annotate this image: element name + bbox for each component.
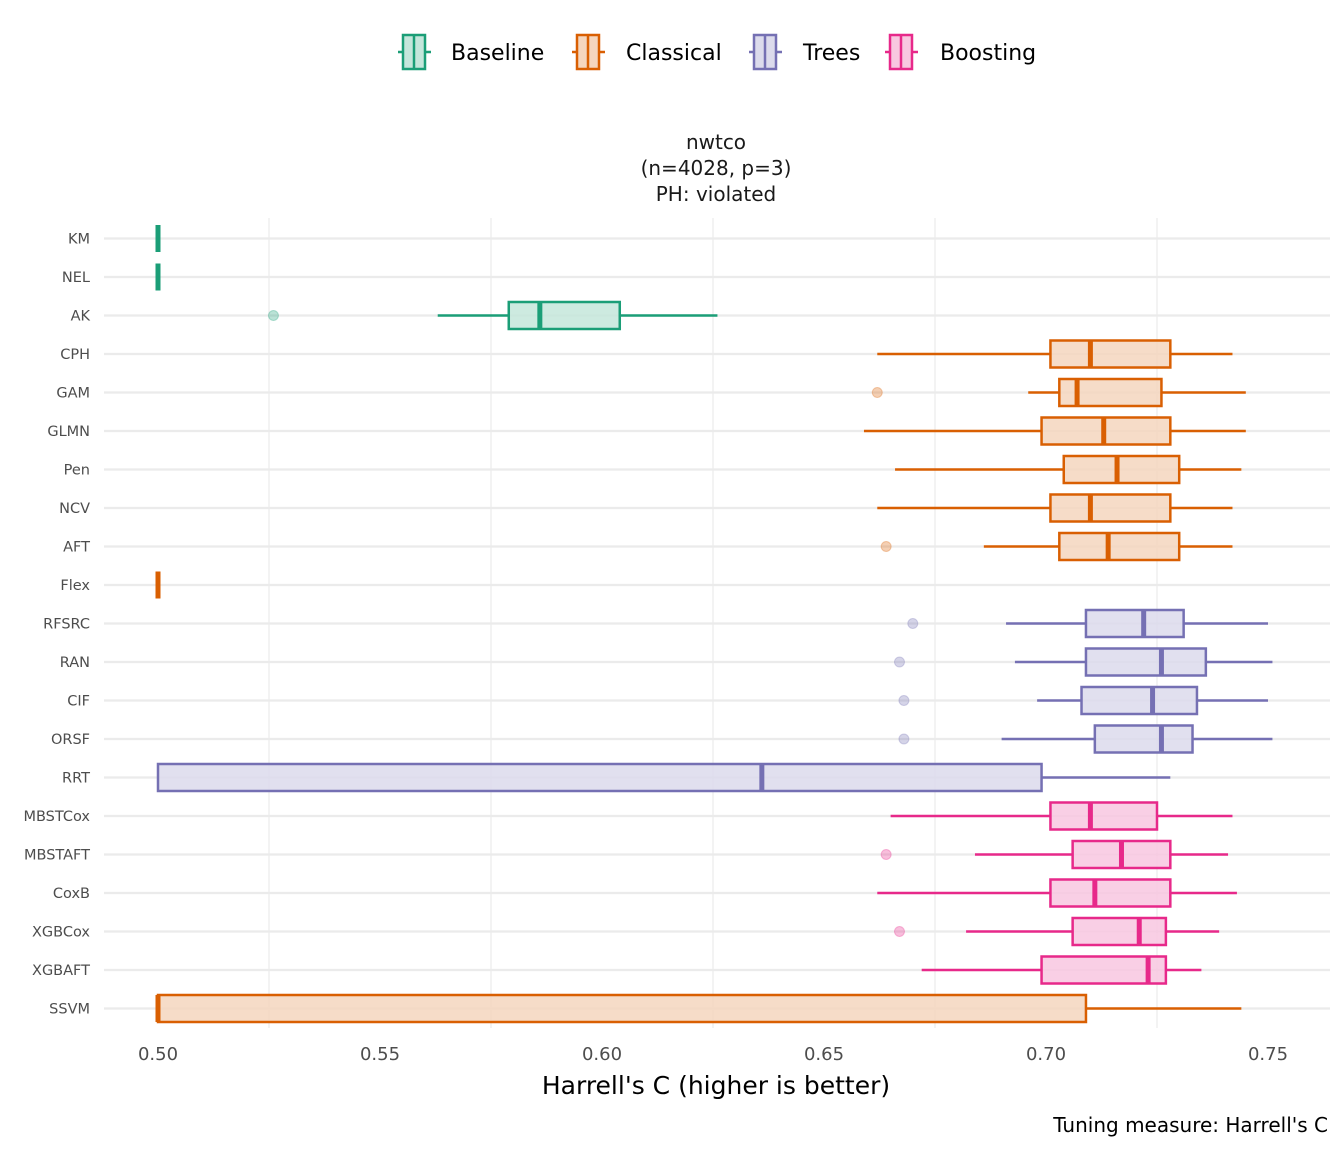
box-iqr [1058, 531, 1181, 562]
chart-title: nwtco (n=4028, p=3) PH: violated [641, 130, 792, 206]
box-iqr [1049, 339, 1172, 369]
box-ssvm [155, 993, 1242, 1024]
outlier-point [893, 926, 905, 937]
x-tick-label: 0.60 [582, 1044, 622, 1065]
legend-item-boosting: Boosting [885, 33, 1036, 71]
x-tick-label: 0.50 [138, 1044, 178, 1065]
legend-label: Trees [802, 41, 860, 66]
box-iqr [1084, 647, 1208, 677]
box-iqr [1062, 454, 1181, 485]
y-tick-label: Pen [64, 463, 90, 479]
box-ran [893, 647, 1273, 677]
title-line-size: (n=4028, p=3) [641, 156, 792, 180]
box-xgbcox [893, 916, 1220, 947]
y-tick-label: CIF [67, 694, 90, 710]
y-tick-label: ORSF [51, 732, 90, 748]
caption: Tuning measure: Harrell's C [1052, 1113, 1328, 1137]
box-iqr [1049, 493, 1172, 523]
x-axis-labels: 0.50 0.55 0.60 0.65 0.70 0.75 [138, 1044, 1288, 1065]
legend-item-classical: Classical [572, 33, 722, 71]
box-gam [871, 377, 1246, 408]
box-mbstaft [880, 839, 1229, 870]
outlier-point [898, 733, 910, 745]
outlier-point [880, 849, 892, 860]
outlier-point [267, 310, 279, 321]
box-ncv [877, 493, 1233, 523]
y-tick-label: AK [71, 309, 91, 325]
outlier-point [893, 656, 905, 668]
title-line-ph: PH: violated [656, 182, 776, 206]
legend-label: Classical [626, 41, 722, 66]
y-tick-label: XGBCox [32, 925, 90, 941]
outlier-point [871, 387, 883, 398]
box-iqr [1093, 724, 1194, 754]
box-coxb [877, 878, 1237, 908]
outlier-point [880, 541, 892, 552]
outlier-point [898, 695, 910, 706]
boxes [155, 225, 1273, 1024]
y-tick-label: NCV [59, 501, 90, 517]
y-tick-label: SSVM [49, 1002, 90, 1018]
y-axis-labels: KM NEL AK CPH GAM GLMN Pen NCV AFT Flex RFSRC RAN CI… [23, 232, 90, 1018]
y-tick-label: CPH [60, 347, 90, 363]
y-tick-label: RRT [62, 771, 90, 787]
legend: Baseline Classical Trees Boosting [398, 33, 1036, 71]
box-ak [267, 300, 718, 331]
box-rfsrc [907, 608, 1268, 639]
y-tick-label: XGBAFT [32, 963, 90, 979]
box-cph [877, 339, 1233, 369]
x-tick-label: 0.55 [360, 1044, 400, 1065]
box-rrt [156, 762, 1171, 793]
y-tick-label: GLMN [47, 424, 90, 440]
box-aft [880, 531, 1233, 562]
legend-item-trees: Trees [749, 33, 860, 71]
legend-item-baseline: Baseline [398, 33, 544, 71]
box-iqr [507, 300, 622, 331]
box-iqr [1084, 608, 1185, 639]
y-tick-label: CoxB [53, 886, 90, 902]
box-iqr [1040, 955, 1168, 985]
y-tick-label: MBSTCox [23, 809, 90, 825]
y-tick-label: AFT [63, 540, 90, 556]
box-pen [895, 454, 1242, 485]
x-tick-label: 0.70 [1026, 1044, 1066, 1065]
box-iqr [156, 762, 1043, 793]
y-tick-label: Flex [60, 578, 90, 594]
y-tick-label: MBSTAFT [24, 848, 90, 864]
box-glmn [863, 416, 1246, 446]
x-tick-label: 0.65 [804, 1044, 844, 1065]
legend-label: Baseline [451, 41, 544, 66]
box-iqr [156, 993, 1088, 1024]
y-tick-label: KM [68, 232, 90, 248]
box-iqr [1080, 685, 1199, 716]
box-iqr [1071, 916, 1168, 947]
x-axis-title: Harrell's C (higher is better) [542, 1071, 890, 1100]
box-iqr [1049, 878, 1172, 908]
box-mbstcox [890, 801, 1233, 831]
y-tick-label: NEL [62, 270, 90, 286]
legend-label: Boosting [940, 41, 1036, 66]
y-tick-label: GAM [56, 386, 90, 402]
x-tick-label: 0.75 [1248, 1044, 1288, 1065]
y-tick-label: RAN [60, 655, 90, 671]
outlier-point [907, 618, 919, 629]
box-iqr [1049, 801, 1159, 831]
title-line-dataset: nwtco [686, 130, 746, 154]
y-tick-label: RFSRC [43, 617, 90, 633]
box-xgbaft [921, 955, 1202, 985]
box-orsf [898, 724, 1273, 754]
box-cif [898, 685, 1268, 716]
